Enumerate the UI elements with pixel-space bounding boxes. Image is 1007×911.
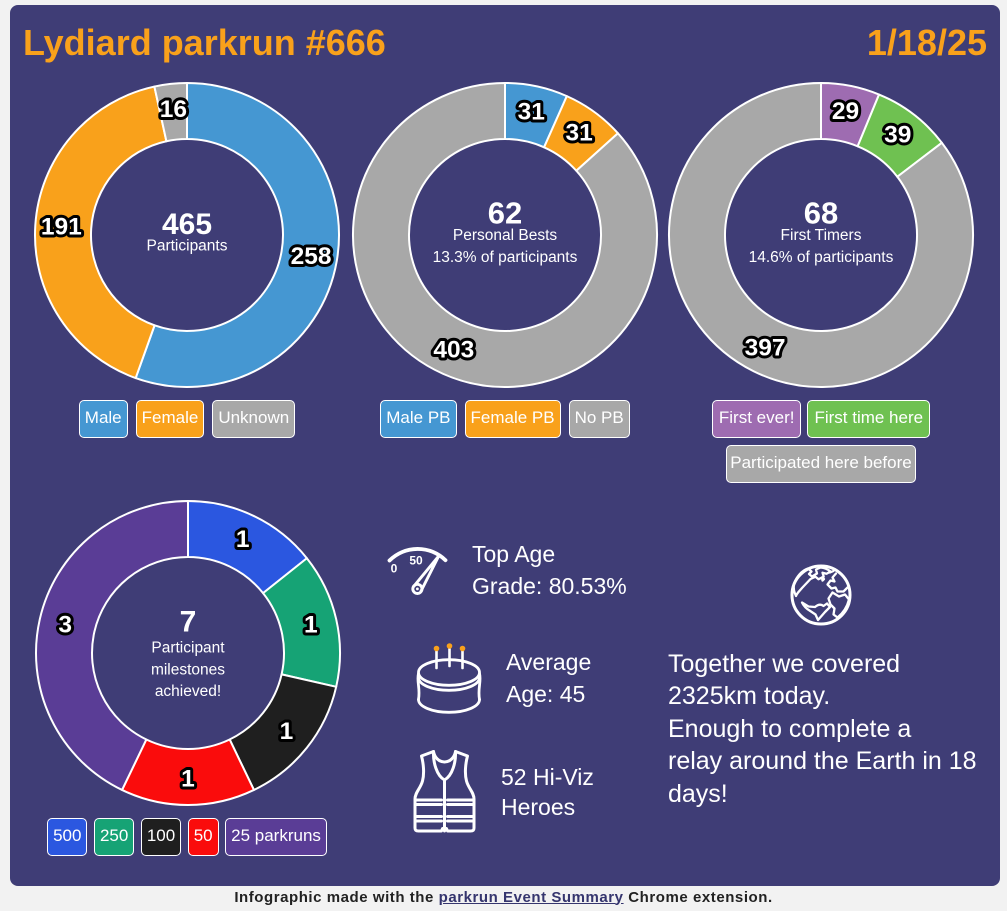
svg-text:62: 62: [488, 196, 522, 231]
svg-text:1: 1: [280, 718, 294, 745]
svg-text:13.3% of participants: 13.3% of participants: [433, 249, 578, 266]
svg-text:3: 3: [58, 612, 72, 639]
svg-text:1: 1: [304, 612, 318, 639]
svg-text:50: 50: [409, 554, 423, 568]
svg-text:7: 7: [180, 606, 197, 639]
svg-text:403: 403: [433, 337, 474, 364]
svg-text:39: 39: [884, 122, 911, 149]
svg-text:Personal Bests: Personal Bests: [453, 227, 557, 244]
svg-text:14.6% of participants: 14.6% of participants: [749, 249, 894, 266]
svg-text:1: 1: [236, 526, 250, 553]
svg-text:29: 29: [832, 98, 859, 125]
svg-text:397: 397: [745, 334, 786, 361]
svg-text:31: 31: [565, 120, 592, 147]
svg-text:milestones: milestones: [151, 662, 225, 679]
svg-text:258: 258: [291, 243, 332, 270]
svg-text:31: 31: [518, 98, 545, 125]
svg-text:First Timers: First Timers: [781, 227, 862, 244]
svg-text:Participant: Participant: [151, 640, 225, 657]
svg-text:0: 0: [391, 562, 398, 576]
svg-text:68: 68: [804, 196, 838, 231]
svg-text:Participants: Participants: [147, 238, 228, 255]
svg-text:achieved!: achieved!: [155, 683, 221, 700]
svg-text:16: 16: [160, 96, 187, 123]
svg-text:465: 465: [162, 208, 212, 241]
svg-text:191: 191: [41, 213, 82, 240]
svg-text:1: 1: [181, 766, 195, 793]
